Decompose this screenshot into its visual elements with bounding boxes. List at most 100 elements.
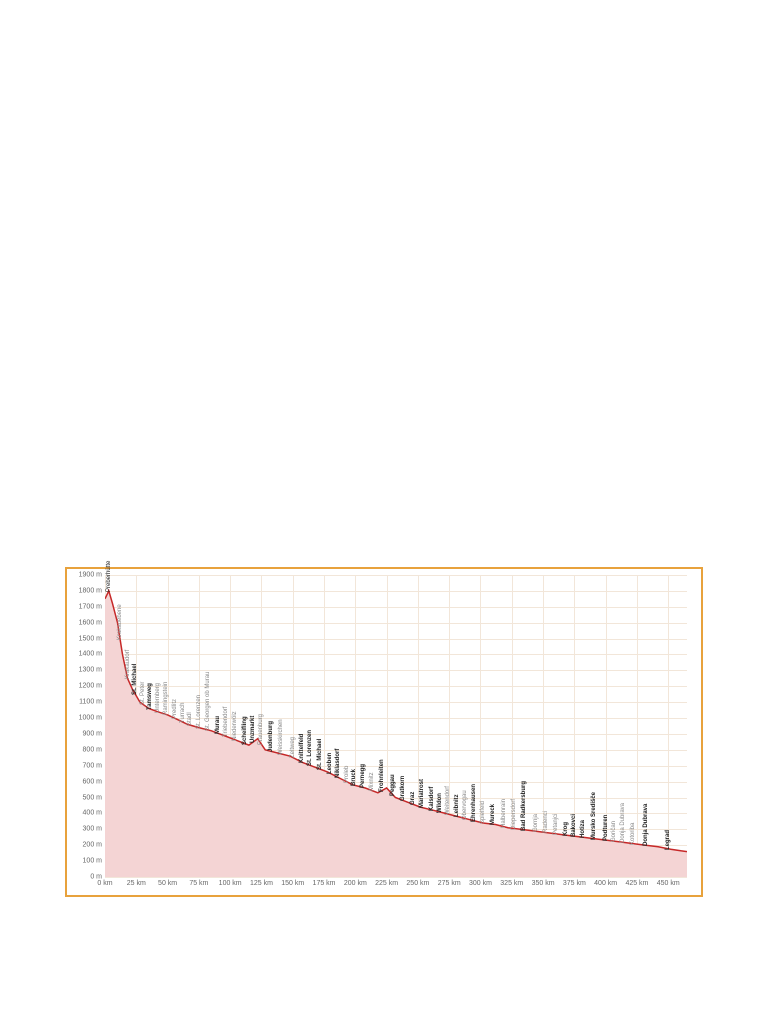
y-tick-label: 300 m [83, 826, 102, 833]
y-tick-label: 800 m [83, 746, 102, 753]
location-label: Frauenburg [258, 714, 264, 745]
location-label: Stadl [187, 712, 193, 726]
x-tick-label: 0 km [97, 880, 112, 887]
location-label: Mixnitz [369, 773, 375, 792]
location-label: Podturen [603, 815, 609, 841]
location-label: Krog [563, 822, 569, 836]
y-tick-label: 900 m [83, 730, 102, 737]
x-tick-label: 450 km [657, 880, 680, 887]
location-label: St. Lorenzen [307, 730, 313, 766]
y-tick-label: 1700 m [79, 603, 102, 610]
location-label: Goričan [611, 821, 617, 842]
y-tick-label: 700 m [83, 762, 102, 769]
y-tick-label: 1400 m [79, 651, 102, 658]
x-tick-label: 375 km [563, 880, 586, 887]
x-tick-label: 175 km [313, 880, 336, 887]
location-label: Turrach [180, 703, 186, 723]
y-tick-label: 1100 m [79, 699, 102, 706]
location-label: Tamsweg [147, 683, 153, 710]
location-label: Unternberg [155, 683, 161, 713]
location-label: Mursko Središče [591, 792, 597, 840]
location-label: Leibnitz [454, 795, 460, 818]
location-label: Murau [215, 716, 221, 734]
x-tick-label: 275 km [438, 880, 461, 887]
location-label: Weisskirchen [278, 719, 284, 755]
y-tick-label: 200 m [83, 842, 102, 849]
x-tick-label: 50 km [158, 880, 177, 887]
location-label: Niederwölz [232, 711, 238, 741]
location-label: Mariatrost [419, 779, 425, 808]
location-label: Peggau [390, 774, 396, 796]
location-label: Legrad [665, 830, 671, 850]
y-tick-label: 100 m [83, 858, 102, 865]
location-label: Krakauebene [117, 604, 123, 640]
x-tick-label: 75 km [189, 880, 208, 887]
location-label: Bakovci [571, 814, 577, 837]
location-label: Donja Dubrava [643, 804, 649, 846]
x-tick-label: 400 km [594, 880, 617, 887]
location-label: Gratkorn [400, 776, 406, 801]
location-label: Wildon [437, 793, 443, 813]
x-tick-label: 325 km [500, 880, 523, 887]
x-tick-label: 100 km [219, 880, 242, 887]
y-tick-label: 1300 m [79, 667, 102, 674]
y-tick-label: 500 m [83, 794, 102, 801]
location-label: Donja Dubrava [620, 803, 626, 843]
location-label: Spielfeld [480, 801, 486, 824]
x-tick-label: 225 km [375, 880, 398, 887]
location-label: Predlitz [172, 699, 178, 719]
y-tick-label: 1800 m [79, 587, 102, 594]
location-label: Weitendorf [445, 786, 451, 815]
location-label: Mureck [490, 804, 496, 825]
location-label: St. Georgen ob Murau [205, 671, 211, 730]
location-label: Ramingstein [163, 682, 169, 715]
x-tick-label: 425 km [625, 880, 648, 887]
elevation-svg [105, 575, 687, 877]
location-label: Kotoriba [630, 822, 636, 844]
location-label: Bad Radkersburg [521, 781, 527, 831]
location-label: Knittelfeld [299, 734, 305, 763]
location-label: Frohnleiten [379, 759, 385, 792]
location-label: Unzmarkt [250, 716, 256, 743]
x-tick-label: 150 km [281, 880, 304, 887]
y-tick-label: 1500 m [79, 635, 102, 642]
location-label: Graz [410, 792, 416, 805]
x-tick-label: 200 km [344, 880, 367, 887]
y-tick-label: 1600 m [79, 619, 102, 626]
location-label: Scheifling [242, 716, 248, 745]
plot-area: 0 m100 m200 m300 m400 m500 m600 m700 m80… [105, 575, 687, 877]
location-label: Radenci [543, 811, 549, 833]
location-label: Kalsdorf [429, 787, 435, 811]
location-label: Proleb [344, 765, 350, 782]
y-tick-label: 400 m [83, 810, 102, 817]
location-label: Niklasdorf [335, 749, 341, 778]
y-tick-label: 600 m [83, 778, 102, 785]
location-label: Petanjci [553, 813, 559, 834]
location-label: Gornja [533, 814, 539, 832]
location-label: St. Peter [140, 682, 146, 705]
location-label: Ehrenhausen [471, 784, 477, 822]
location-label: St. Lorenzen [196, 695, 202, 729]
y-tick-label: 1000 m [79, 715, 102, 722]
location-label: Triebendorf [223, 707, 229, 737]
location-label: Halbenrain [501, 799, 507, 828]
location-label: Bruck [351, 769, 357, 786]
x-tick-label: 125 km [250, 880, 273, 887]
y-tick-label: 1200 m [79, 683, 102, 690]
location-label: Diepersdorf [511, 799, 517, 830]
location-label: Judenburg [268, 721, 274, 752]
x-tick-label: 250 km [406, 880, 429, 887]
location-label: Leoben [327, 753, 333, 774]
location-label: Pernegg [360, 764, 366, 788]
gridline-h [105, 877, 687, 878]
x-tick-label: 350 km [532, 880, 555, 887]
location-label: Hotiza [580, 820, 586, 838]
location-label: Zeltweg [290, 737, 296, 758]
location-label: St. Michael [132, 663, 138, 694]
location-label: Krakaudorf [125, 650, 131, 679]
x-tick-label: 25 km [127, 880, 146, 887]
location-label: Obervogau [462, 790, 468, 820]
y-tick-label: 1900 m [79, 572, 102, 579]
location-label: St. Michael [317, 739, 323, 770]
x-tick-label: 300 km [469, 880, 492, 887]
